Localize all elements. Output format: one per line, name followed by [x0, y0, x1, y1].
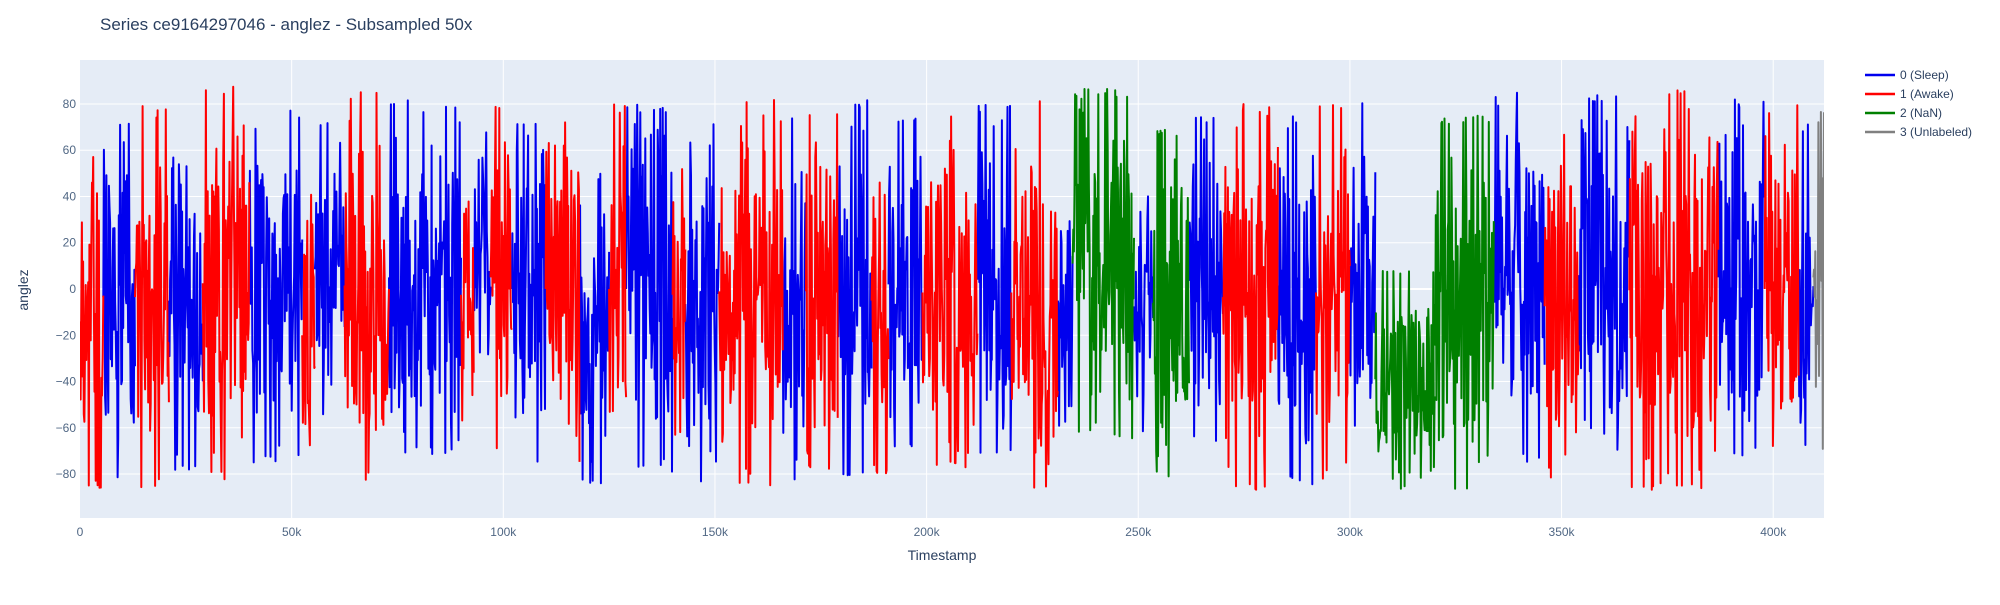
- legend-label: 3 (Unlabeled): [1900, 125, 1972, 139]
- series-segment: [388, 99, 462, 455]
- series-segment: [201, 85, 251, 481]
- y-tick-label: −20: [56, 328, 77, 342]
- series-segment: [578, 172, 611, 485]
- series-segment: [1797, 123, 1815, 446]
- series-segment: [1071, 88, 1135, 440]
- x-tick-label: 400k: [1760, 525, 1787, 539]
- series-segment: [836, 99, 873, 477]
- y-tick-label: −80: [56, 467, 77, 481]
- x-tick-label: 250k: [1125, 525, 1152, 539]
- series-segment: [248, 109, 304, 464]
- series-segment: [1543, 133, 1580, 479]
- series-line-3: [1812, 111, 1824, 450]
- series-lines: [80, 85, 1824, 491]
- chart-title: Series ce9164297046 - anglez - Subsample…: [100, 15, 473, 34]
- series-segment: [510, 122, 547, 463]
- series-segment: [1276, 115, 1317, 486]
- series-segment: [976, 104, 1013, 454]
- series-segment: [134, 105, 170, 489]
- series-segment: [1221, 103, 1279, 491]
- series-segment: [805, 113, 839, 470]
- series-segment: [1374, 270, 1436, 490]
- legend-label: 0 (Sleep): [1900, 68, 1949, 82]
- series-segment: [301, 193, 316, 447]
- y-tick-label: 40: [63, 189, 77, 203]
- series-segment: [1348, 102, 1377, 427]
- series-segment: [167, 156, 204, 471]
- series-segment: [1056, 220, 1074, 427]
- x-axis-label: Timestamp: [908, 547, 977, 563]
- series-segment: [102, 122, 136, 479]
- series-segment: [625, 103, 674, 473]
- series-segment: [313, 122, 346, 416]
- x-tick-label: 300k: [1337, 525, 1364, 539]
- series-segment: [1152, 128, 1190, 478]
- series-line-2: [1071, 88, 1495, 490]
- y-tick-label: 60: [63, 143, 77, 157]
- x-tick-label: 50k: [282, 525, 302, 539]
- y-axis-ticks: −80 −60 −40 −20 0 20 40 60 80: [56, 97, 77, 481]
- series-segment: [1577, 94, 1631, 451]
- series-segment: [671, 168, 687, 436]
- series-segment: [1315, 104, 1351, 480]
- series-segment: [684, 123, 721, 483]
- x-tick-label: 100k: [490, 525, 517, 539]
- series-segment: [1763, 104, 1800, 447]
- legend-item[interactable]: 2 (NaN): [1865, 106, 1942, 120]
- legend-item[interactable]: 1 (Awake): [1865, 87, 1954, 101]
- y-tick-label: −40: [56, 375, 77, 389]
- series-segment: [921, 115, 979, 469]
- series-segment: [80, 156, 105, 489]
- x-axis-ticks: 0 50k 100k 150k 200k 250k 300k 350k 400k: [77, 525, 1788, 539]
- legend-label: 1 (Awake): [1900, 87, 1954, 101]
- series-segment: [870, 181, 890, 475]
- series-segment: [460, 200, 475, 422]
- series-segment: [544, 121, 581, 462]
- series-segment: [1433, 114, 1495, 490]
- x-tick-label: 150k: [702, 525, 729, 539]
- y-tick-label: −60: [56, 421, 77, 435]
- series-segment: [1717, 98, 1766, 457]
- series-segment: [718, 99, 784, 487]
- series-segment: [887, 117, 924, 448]
- legend-item[interactable]: 0 (Sleep): [1865, 68, 1949, 82]
- y-tick-label: 0: [69, 282, 76, 296]
- y-tick-label: 20: [63, 236, 77, 250]
- series-segment: [1492, 91, 1546, 463]
- y-tick-label: 80: [63, 97, 77, 111]
- series-segment: [781, 117, 807, 481]
- series-line-0: [102, 91, 1815, 486]
- series-segment: [1812, 111, 1824, 450]
- y-axis-label: anglez: [15, 269, 31, 310]
- series-segment: [1628, 89, 1720, 491]
- series-line-1: [80, 85, 1800, 491]
- series-segment: [489, 105, 513, 450]
- x-tick-label: 200k: [914, 525, 941, 539]
- series-segment: [343, 91, 390, 481]
- legend: 0 (Sleep) 1 (Awake) 2 (NaN) 3 (Unlabeled): [1865, 68, 1972, 139]
- legend-label: 2 (NaN): [1900, 106, 1942, 120]
- series-segment: [1188, 116, 1224, 442]
- series-segment: [1133, 195, 1155, 433]
- x-tick-label: 0: [77, 525, 84, 539]
- series-segment: [472, 131, 492, 356]
- series-segment: [1010, 100, 1059, 489]
- legend-item[interactable]: 3 (Unlabeled): [1865, 125, 1972, 139]
- x-tick-label: 350k: [1549, 525, 1576, 539]
- series-segment: [608, 103, 628, 413]
